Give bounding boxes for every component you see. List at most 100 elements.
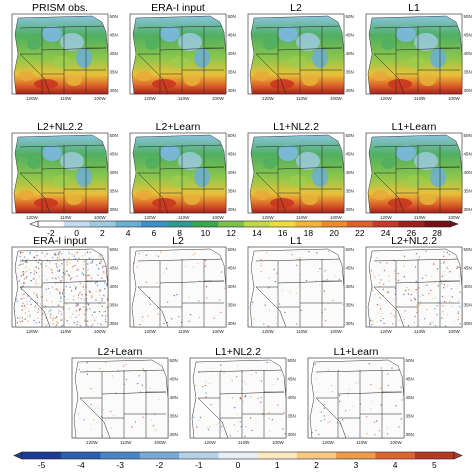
colorbar-segment bbox=[100, 452, 141, 459]
lon-tick-label: 110W bbox=[238, 440, 250, 445]
lon-tick-label: 100W bbox=[212, 215, 225, 220]
colorbar-segment bbox=[61, 452, 101, 459]
lat-tick-label: 30N bbox=[464, 321, 472, 326]
lat-tick-label: 35N bbox=[110, 70, 118, 75]
lat-tick-label: 40N bbox=[110, 170, 118, 175]
colorbar-tick-label: 4 bbox=[393, 460, 398, 470]
lon-tick-label: 120W bbox=[380, 96, 393, 101]
lat-tick-label: 35N bbox=[464, 303, 472, 308]
lon-tick-label: 110W bbox=[178, 215, 190, 220]
lat-tick-label: 40N bbox=[346, 51, 354, 56]
lon-tick-label: 120W bbox=[26, 329, 39, 334]
lon-tick-label: 110W bbox=[414, 96, 426, 101]
colorbar-tick-label: 24 bbox=[381, 228, 391, 238]
colorbar-tick-label: 22 bbox=[355, 228, 365, 238]
map-panel-r1-p4: L1 50N 45N 40N 35N 30N 120W 110W 100W bbox=[365, 2, 472, 101]
lat-tick-label: 50N bbox=[228, 133, 236, 138]
temperature-field bbox=[250, 135, 344, 213]
map-panel-r1-p2: ERA-I input 50N 45N 40N 35N 30N 120W 110W 100W bbox=[129, 2, 236, 101]
colorbar-tick-label: 18 bbox=[304, 228, 314, 238]
lon-tick-label: 100W bbox=[94, 96, 107, 101]
colorbar-segment bbox=[336, 452, 376, 459]
lat-tick-label: 45N bbox=[110, 266, 118, 271]
colorbar-segment bbox=[166, 221, 193, 227]
lat-tick-label: 35N bbox=[110, 303, 118, 308]
colorbar-segment bbox=[244, 221, 270, 227]
lon-tick-label: 120W bbox=[262, 329, 275, 334]
panel-title: ERA-I input bbox=[151, 2, 205, 14]
lat-tick-label: 45N bbox=[170, 377, 178, 382]
lat-tick-label: 30N bbox=[464, 88, 472, 93]
lat-tick-label: 35N bbox=[228, 70, 236, 75]
temperature-field bbox=[14, 16, 108, 94]
lat-tick-label: 45N bbox=[346, 266, 354, 271]
colorbar-tick-label: 6 bbox=[152, 228, 157, 238]
lat-tick-label: 35N bbox=[406, 414, 414, 419]
lat-tick-label: 45N bbox=[228, 266, 236, 271]
lon-tick-label: 110W bbox=[296, 215, 308, 220]
colorbar-tick-label: 5 bbox=[432, 460, 437, 470]
colorbar-segment bbox=[139, 452, 180, 459]
lat-tick-label: 35N bbox=[464, 189, 472, 194]
colorbar-tick-label: 14 bbox=[252, 228, 262, 238]
lat-tick-label: 30N bbox=[406, 432, 414, 437]
difference-field bbox=[192, 360, 286, 438]
lat-tick-label: 30N bbox=[110, 207, 118, 212]
lat-tick-label: 30N bbox=[228, 207, 236, 212]
colorbar-difference: -5 -4 -3 -2 -1 0 1 2 3 4 5 bbox=[13, 451, 463, 470]
lon-tick-label: 100W bbox=[390, 440, 403, 445]
colorbar-segment bbox=[375, 452, 415, 459]
lon-tick-label: 110W bbox=[60, 215, 72, 220]
lat-tick-label: 40N bbox=[228, 51, 236, 56]
colorbar-segment bbox=[38, 221, 64, 227]
lon-tick-label: 120W bbox=[322, 440, 335, 445]
difference-field bbox=[74, 360, 168, 438]
colorbar-segment bbox=[141, 221, 167, 227]
lat-tick-label: 50N bbox=[346, 133, 354, 138]
map-panel-r3-p1: ERA-I input 50N 45N 40N 35N 30N 120W 110W 100W bbox=[11, 235, 118, 334]
lat-tick-label: 45N bbox=[110, 152, 118, 157]
colorbar-segment bbox=[424, 221, 451, 227]
lon-tick-label: 110W bbox=[60, 96, 72, 101]
colorbar-segment bbox=[179, 452, 219, 459]
lat-tick-label: 45N bbox=[110, 33, 118, 38]
temperature-field bbox=[250, 16, 344, 94]
colorbar-tick-label: -2 bbox=[156, 460, 164, 470]
colorbar-tick-label: 2 bbox=[314, 460, 319, 470]
panel-title: ERA-I input bbox=[33, 235, 87, 247]
lat-tick-label: 50N bbox=[110, 14, 118, 19]
lon-tick-label: 120W bbox=[144, 96, 157, 101]
lat-tick-label: 35N bbox=[170, 414, 178, 419]
lat-tick-label: 35N bbox=[110, 189, 118, 194]
lon-tick-label: 100W bbox=[212, 329, 225, 334]
colorbar-segment bbox=[321, 221, 348, 227]
colorbar-segment bbox=[347, 221, 373, 227]
panel-title: L2+Learn bbox=[98, 346, 143, 358]
lat-tick-label: 40N bbox=[464, 51, 472, 56]
lon-tick-label: 100W bbox=[212, 96, 225, 101]
lon-tick-label: 120W bbox=[380, 329, 393, 334]
lat-tick-label: 45N bbox=[228, 33, 236, 38]
lat-tick-label: 40N bbox=[346, 170, 354, 175]
panel-title: L1+Learn bbox=[392, 121, 437, 133]
lat-tick-label: 45N bbox=[464, 266, 472, 271]
lat-tick-label: 50N bbox=[464, 14, 472, 19]
lon-tick-label: 110W bbox=[60, 329, 72, 334]
lon-tick-label: 120W bbox=[26, 96, 39, 101]
temperature-field bbox=[368, 16, 462, 94]
map-panel-r4-p2: L1+NL2.2 50N 45N 40N 35N 30N 120W 110W 100W bbox=[189, 346, 296, 445]
colorbar-tick-label: 10 bbox=[201, 228, 211, 238]
colorbar-segment bbox=[89, 221, 116, 227]
lon-tick-label: 110W bbox=[296, 96, 308, 101]
lat-tick-label: 30N bbox=[170, 432, 178, 437]
lat-tick-label: 30N bbox=[228, 88, 236, 93]
lon-tick-label: 100W bbox=[330, 215, 343, 220]
lon-tick-label: 120W bbox=[26, 215, 39, 220]
lat-tick-label: 45N bbox=[464, 152, 472, 157]
panel-title: L2 bbox=[172, 235, 184, 247]
lat-tick-label: 35N bbox=[228, 189, 236, 194]
lon-tick-label: 110W bbox=[414, 329, 426, 334]
temperature-field bbox=[132, 16, 226, 94]
colorbar-tick-label: -5 bbox=[38, 460, 46, 470]
